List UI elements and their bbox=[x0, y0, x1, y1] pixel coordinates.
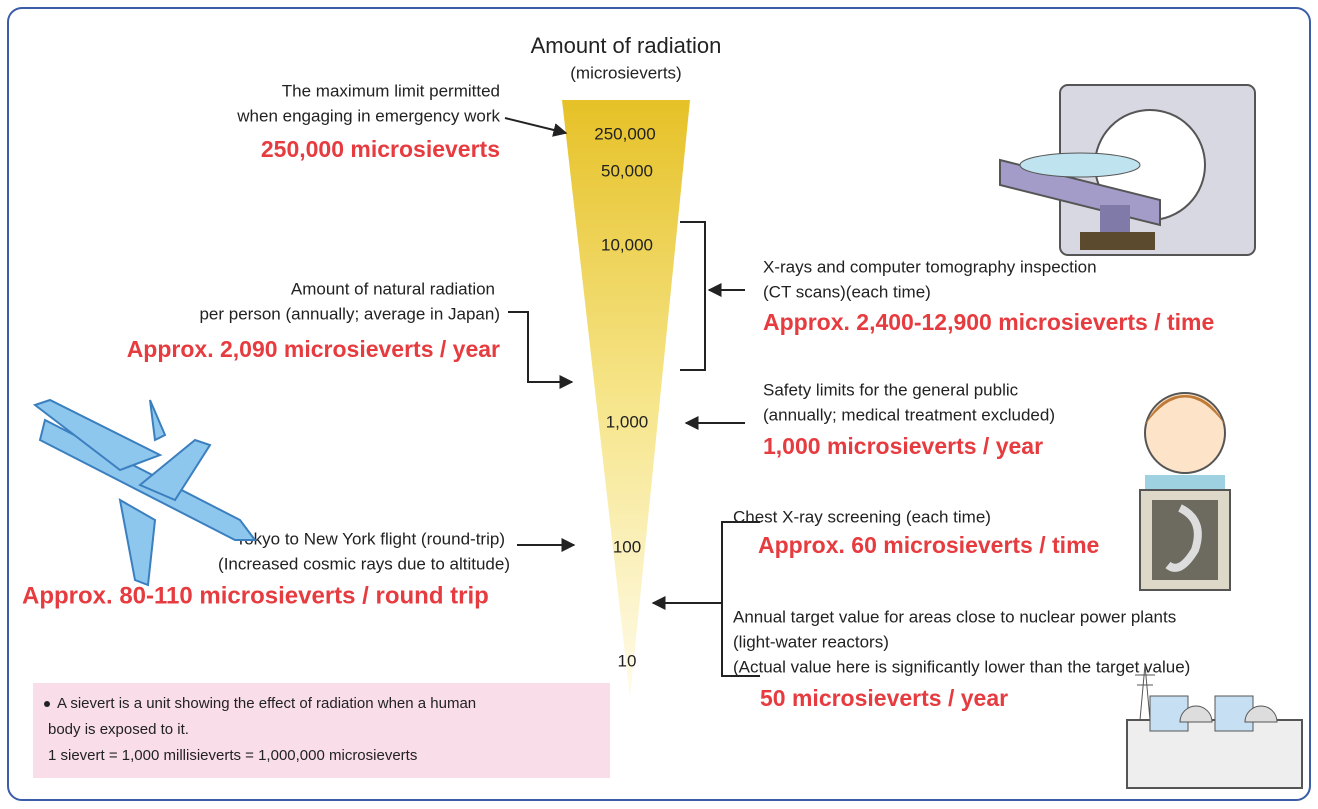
scale-label: 100 bbox=[613, 537, 641, 556]
scale-label: 50,000 bbox=[601, 161, 653, 180]
item-value: Approx. 80-110 microsieverts / round tri… bbox=[22, 582, 489, 609]
item-text: Chest X-ray screening (each time) bbox=[733, 507, 991, 526]
item-text: Safety limits for the general public bbox=[763, 380, 1019, 399]
scale-label: 10,000 bbox=[601, 235, 653, 254]
item-text: (light-water reactors) bbox=[733, 632, 889, 651]
scale-label: 250,000 bbox=[594, 124, 655, 143]
item-text: per person (annually; average in Japan) bbox=[199, 304, 500, 323]
item-value: Approx. 2,090 microsieverts / year bbox=[127, 336, 500, 362]
item-text: Annual target value for areas close to n… bbox=[733, 607, 1176, 626]
note-text: A sievert is a unit showing the effect o… bbox=[57, 695, 476, 712]
item-value: 250,000 microsieverts bbox=[261, 136, 500, 162]
doctor-illustration bbox=[1140, 393, 1230, 590]
item-text: X-rays and computer tomography inspectio… bbox=[763, 257, 1097, 276]
item-text: when engaging in emergency work bbox=[236, 106, 500, 125]
note-text: 1 sievert = 1,000 millisieverts = 1,000,… bbox=[48, 747, 417, 764]
subtitle: (microsieverts) bbox=[570, 63, 681, 82]
item-value: 1,000 microsieverts / year bbox=[763, 433, 1043, 459]
item-text: Tokyo to New York flight (round-trip) bbox=[236, 529, 505, 548]
item-text: (annually; medical treatment excluded) bbox=[763, 405, 1055, 424]
infographic: Amount of radiation (microsieverts) 250,… bbox=[0, 0, 1318, 809]
title: Amount of radiation bbox=[531, 33, 722, 58]
item-text: (CT scans)(each time) bbox=[763, 282, 931, 301]
item-text: (Actual value here is significantly lowe… bbox=[733, 657, 1190, 676]
scale-label: 10 bbox=[618, 651, 637, 670]
scale-label: 1,000 bbox=[606, 412, 649, 431]
bullet bbox=[44, 701, 50, 707]
item-value: Approx. 2,400-12,900 microsieverts / tim… bbox=[763, 309, 1214, 335]
item-value: Approx. 60 microsieverts / time bbox=[758, 532, 1099, 558]
note-text: body is exposed to it. bbox=[48, 721, 189, 738]
item-text: Amount of natural radiation bbox=[291, 279, 495, 298]
item-value: 50 microsieverts / year bbox=[760, 685, 1008, 711]
item-text: The maximum limit permitted bbox=[282, 81, 500, 100]
item-text: (Increased cosmic rays due to altitude) bbox=[218, 554, 510, 573]
